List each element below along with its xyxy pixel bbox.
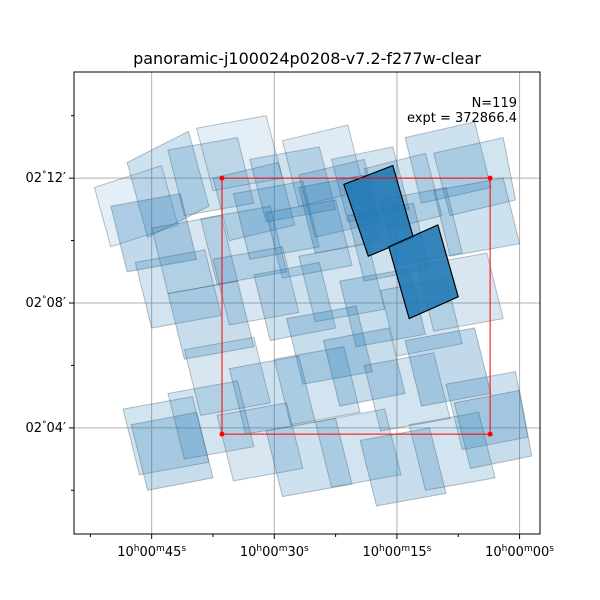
exposure-footprint	[93, 164, 179, 248]
exposure-footprint	[151, 215, 239, 295]
exposure-footprint	[167, 380, 255, 460]
axis-ticks	[69, 115, 521, 539]
exposure-footprint	[298, 243, 386, 323]
exposure-footprint	[126, 130, 210, 239]
field-box-corner-marker	[487, 431, 493, 437]
exposure-footprint	[453, 389, 533, 469]
x-tick-labels: 10h00m45s 10h00m30s 10h00m15s 10h00m00s	[117, 544, 554, 560]
exposure-footprint	[232, 180, 320, 260]
chart-title: panoramic-j100024p0208-v7.2-f277w-clear	[133, 49, 481, 68]
exposure-footprint	[134, 249, 222, 329]
exposure-footprint	[363, 352, 451, 432]
x-tick-label: 10h00m30s	[240, 544, 309, 560]
exposure-footprint	[216, 402, 304, 482]
exposure-footprint	[273, 346, 361, 426]
field-outline-box	[219, 175, 493, 437]
y-tick-label: 02°12′	[25, 170, 66, 186]
exposure-footprint	[130, 411, 214, 491]
field-box-corner-marker	[219, 175, 225, 181]
exposure-time-annotation: expt = 372866.4	[407, 111, 517, 126]
exposure-footprint	[265, 417, 353, 498]
exposure-footprint	[183, 336, 271, 416]
exposure-footprint	[445, 371, 529, 451]
y-tick-labels: 02°04′ 02°08′ 02°12′	[25, 170, 66, 436]
exposure-footprint	[404, 121, 492, 204]
exposure-footprint	[212, 246, 300, 326]
exposure-footprint	[359, 427, 447, 507]
exposure-footprint	[433, 177, 521, 257]
exposure-footprint	[408, 411, 496, 491]
exposure-footprint	[167, 280, 255, 360]
exposure-footprint	[314, 408, 402, 488]
highlighted-exposure	[388, 224, 459, 320]
count-annotation: N=119	[472, 96, 517, 111]
x-tick-label: 10h00m15s	[363, 544, 432, 560]
exposure-footprint	[265, 199, 353, 279]
gridlines	[74, 72, 540, 534]
exposure-footprint	[167, 137, 255, 217]
exposure-footprint	[122, 396, 210, 476]
y-tick-label: 02°08′	[25, 295, 66, 311]
x-tick-label: 10h00m45s	[117, 544, 186, 560]
exposure-footprint	[110, 193, 198, 273]
exposure-footprint	[285, 305, 374, 385]
exposure-footprint	[212, 161, 296, 242]
exposure-footprints	[93, 115, 533, 507]
exposure-footprint	[253, 261, 337, 342]
x-tick-label: 10h00m00s	[485, 544, 554, 560]
exposure-footprint	[404, 327, 492, 407]
exposure-footprint	[249, 146, 337, 223]
y-tick-label: 02°04′	[25, 420, 66, 436]
exposure-footprint	[228, 355, 316, 435]
field-box-corner-marker	[487, 175, 493, 181]
exposure-footprint	[433, 136, 517, 217]
field-box-corner-marker	[219, 431, 225, 437]
exposure-footprint	[322, 327, 406, 407]
